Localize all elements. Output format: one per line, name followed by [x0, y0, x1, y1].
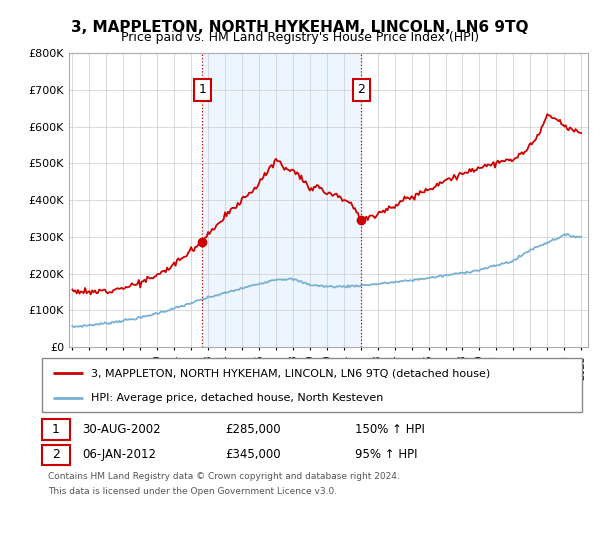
Text: Price paid vs. HM Land Registry's House Price Index (HPI): Price paid vs. HM Land Registry's House …: [121, 31, 479, 44]
Text: 06-JAN-2012: 06-JAN-2012: [83, 448, 157, 461]
Text: 2: 2: [52, 448, 60, 461]
Text: 3, MAPPLETON, NORTH HYKEHAM, LINCOLN, LN6 9TQ: 3, MAPPLETON, NORTH HYKEHAM, LINCOLN, LN…: [71, 20, 529, 35]
Text: 1: 1: [52, 423, 60, 436]
Text: Contains HM Land Registry data © Crown copyright and database right 2024.: Contains HM Land Registry data © Crown c…: [48, 472, 400, 480]
FancyBboxPatch shape: [42, 358, 582, 412]
Bar: [202, 53, 361, 347]
Text: 1: 1: [199, 83, 206, 96]
Text: £285,000: £285,000: [226, 423, 281, 436]
FancyBboxPatch shape: [42, 419, 70, 440]
Text: 30-AUG-2002: 30-AUG-2002: [83, 423, 161, 436]
Text: £345,000: £345,000: [226, 448, 281, 461]
Text: 150% ↑ HPI: 150% ↑ HPI: [355, 423, 425, 436]
Text: 3, MAPPLETON, NORTH HYKEHAM, LINCOLN, LN6 9TQ (detached house): 3, MAPPLETON, NORTH HYKEHAM, LINCOLN, LN…: [91, 368, 490, 379]
Text: This data is licensed under the Open Government Licence v3.0.: This data is licensed under the Open Gov…: [48, 487, 337, 496]
FancyBboxPatch shape: [42, 445, 70, 465]
Text: 95% ↑ HPI: 95% ↑ HPI: [355, 448, 418, 461]
Text: HPI: Average price, detached house, North Kesteven: HPI: Average price, detached house, Nort…: [91, 393, 383, 403]
Text: 2: 2: [358, 83, 365, 96]
